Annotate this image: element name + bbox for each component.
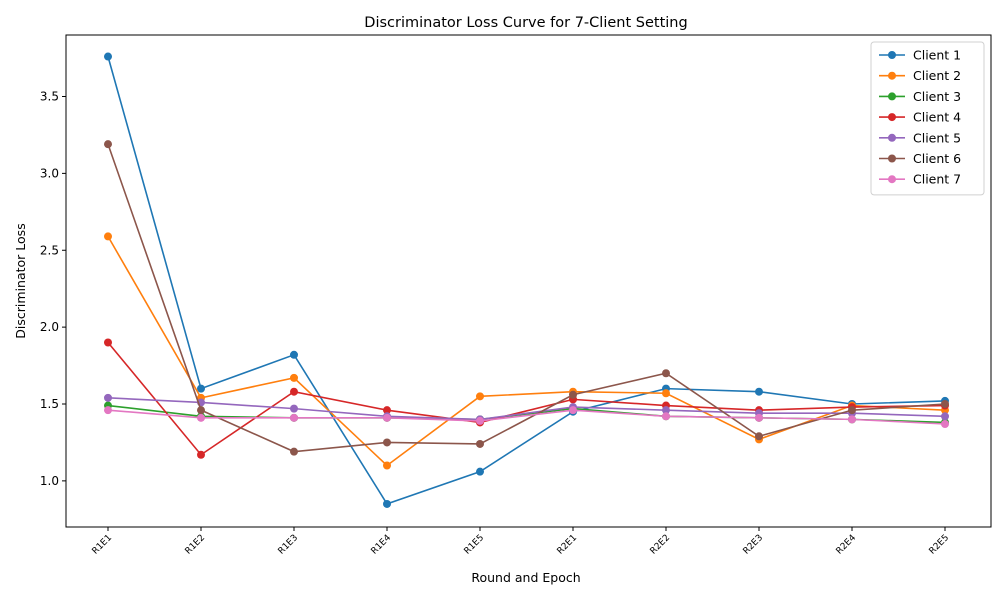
data-point bbox=[662, 369, 670, 378]
data-point bbox=[197, 384, 205, 393]
data-point bbox=[662, 406, 670, 415]
series-line bbox=[107, 143, 946, 453]
data-point bbox=[197, 450, 205, 459]
y-tick-label: 1.0 bbox=[40, 474, 59, 488]
plot-area bbox=[104, 52, 949, 508]
legend-entry: Client 4 bbox=[879, 110, 961, 125]
data-point bbox=[104, 406, 112, 415]
legend-marker bbox=[888, 175, 896, 184]
legend-entry: Client 5 bbox=[879, 130, 961, 145]
data-point bbox=[290, 413, 298, 422]
data-point bbox=[941, 400, 949, 408]
data-point bbox=[662, 412, 670, 421]
data-point bbox=[383, 413, 391, 422]
data-point bbox=[941, 412, 949, 421]
legend-marker bbox=[888, 51, 896, 59]
data-point bbox=[290, 447, 298, 456]
legend-label: Client 2 bbox=[913, 68, 961, 83]
legend-entry: Client 3 bbox=[879, 89, 961, 104]
data-point bbox=[755, 413, 763, 422]
series-7 bbox=[104, 406, 949, 428]
data-point bbox=[383, 406, 391, 415]
legend-marker bbox=[888, 133, 896, 142]
legend-label: Client 1 bbox=[913, 48, 961, 63]
data-point bbox=[941, 419, 949, 428]
legend-label: Client 4 bbox=[913, 110, 961, 125]
y-tick-label: 2.0 bbox=[40, 320, 59, 334]
data-point bbox=[197, 406, 205, 415]
legend-entry: Client 1 bbox=[879, 48, 961, 63]
series-line bbox=[107, 409, 946, 425]
data-point bbox=[569, 406, 577, 415]
data-point bbox=[848, 415, 856, 424]
data-point bbox=[197, 413, 205, 422]
data-point bbox=[104, 140, 112, 149]
data-point bbox=[383, 438, 391, 447]
plot-frame bbox=[65, 34, 992, 528]
data-point bbox=[383, 461, 391, 470]
data-point bbox=[290, 387, 298, 396]
data-point bbox=[104, 232, 112, 241]
data-point bbox=[290, 350, 298, 359]
legend-marker bbox=[888, 113, 896, 122]
data-point bbox=[569, 390, 577, 399]
data-point bbox=[755, 387, 763, 396]
y-axis: 1.0 1.5 2.0 2.5 3.0 3.5 bbox=[40, 90, 66, 488]
legend-marker bbox=[888, 71, 896, 80]
series-6 bbox=[104, 140, 949, 456]
chart-title: Discriminator Loss Curve for 7-Client Se… bbox=[364, 15, 687, 31]
data-point bbox=[476, 392, 484, 401]
data-point bbox=[848, 406, 856, 415]
data-point bbox=[104, 393, 112, 402]
y-axis-label: Discriminator Loss bbox=[13, 223, 28, 338]
data-point bbox=[755, 432, 763, 441]
data-point bbox=[104, 338, 112, 347]
series-line bbox=[107, 56, 946, 505]
y-tick-label: 3.5 bbox=[40, 90, 59, 104]
data-point bbox=[476, 467, 484, 476]
data-point bbox=[662, 389, 670, 398]
legend-label: Client 5 bbox=[913, 130, 961, 145]
legend-entry: Client 7 bbox=[879, 172, 961, 187]
series-line bbox=[107, 341, 946, 456]
y-tick-label: 1.5 bbox=[40, 397, 59, 411]
series-line bbox=[107, 397, 946, 421]
legend: Client 1 Client 2 Client 3 Client 4 Client 5… bbox=[870, 41, 985, 196]
legend-marker bbox=[888, 92, 896, 101]
legend-entry: Client 6 bbox=[879, 151, 961, 166]
y-tick-label: 3.0 bbox=[40, 166, 59, 180]
legend-marker bbox=[888, 154, 896, 163]
x-axis-label: Round and Epoch bbox=[471, 570, 580, 585]
legend-label: Client 3 bbox=[913, 89, 961, 104]
legend-entry: Client 2 bbox=[879, 68, 961, 83]
data-point bbox=[476, 439, 484, 448]
data-point bbox=[290, 404, 298, 413]
data-point bbox=[383, 499, 391, 508]
data-point bbox=[104, 52, 112, 61]
legend-box bbox=[870, 41, 985, 196]
legend-label: Client 6 bbox=[913, 151, 961, 166]
legend-label: Client 7 bbox=[913, 172, 961, 187]
y-tick-label: 2.5 bbox=[40, 243, 59, 257]
data-point bbox=[476, 416, 484, 425]
data-point bbox=[290, 373, 298, 382]
